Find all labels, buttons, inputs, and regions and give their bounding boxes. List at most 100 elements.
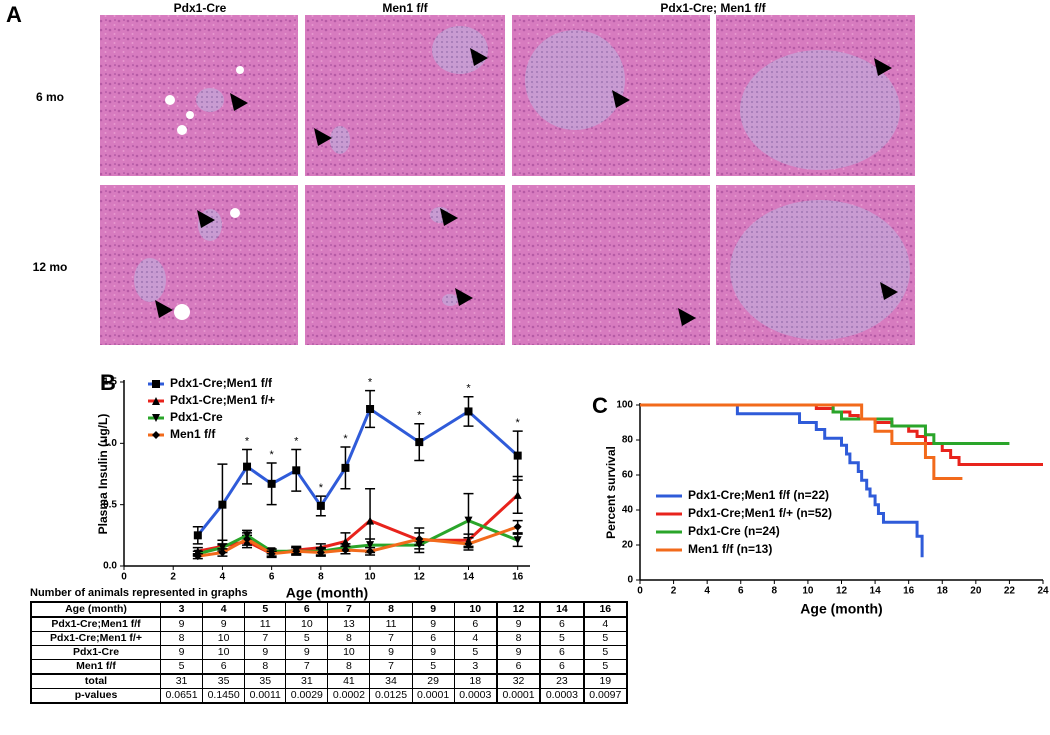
table-cell: p-values bbox=[30, 688, 161, 704]
table-cell: 11 bbox=[244, 616, 287, 632]
lumen bbox=[186, 111, 194, 119]
significance-mark: * bbox=[319, 482, 324, 494]
islet bbox=[730, 200, 910, 340]
table-row: p-values 0.0651 0.1450 0.0011 0.0029 0.0002 0.… bbox=[30, 688, 628, 704]
micrograph bbox=[100, 15, 298, 176]
table-cell: 31 bbox=[159, 673, 204, 689]
tissue bbox=[305, 185, 505, 345]
micrograph bbox=[512, 15, 710, 176]
table-cell: 34 bbox=[369, 673, 413, 689]
x-tick-label: 2 bbox=[170, 572, 176, 583]
table-cell: 5 bbox=[244, 601, 287, 618]
micrograph bbox=[512, 185, 710, 345]
x-tick-label: 4 bbox=[704, 586, 710, 597]
column-label: Pdx1-Cre; Men1 f/f bbox=[660, 1, 766, 15]
marker bbox=[513, 522, 522, 531]
table-cell: Men1 f/f bbox=[30, 659, 161, 675]
series-line bbox=[640, 403, 1010, 445]
legend-label: Pdx1-Cre (n=24) bbox=[688, 524, 780, 538]
micrograph bbox=[305, 185, 505, 345]
table-cell: 12 bbox=[495, 601, 541, 618]
table-cell: 8 bbox=[327, 659, 371, 675]
x-axis-label: Age (month) bbox=[286, 585, 368, 601]
marker bbox=[267, 549, 276, 558]
x-tick-label: 6 bbox=[738, 586, 744, 597]
table-cell: 32 bbox=[495, 673, 541, 689]
marker bbox=[415, 438, 424, 447]
table-cell: 4 bbox=[453, 631, 498, 646]
marker bbox=[316, 548, 325, 557]
y-tick-label: 60 bbox=[622, 470, 634, 481]
marker bbox=[366, 547, 375, 556]
marker bbox=[513, 536, 522, 545]
y-tick-label: 100 bbox=[616, 400, 633, 411]
table-cell: 5 bbox=[582, 631, 628, 646]
marker bbox=[152, 431, 160, 439]
marker bbox=[366, 541, 375, 550]
table-cell: 35 bbox=[202, 673, 246, 689]
arrowhead bbox=[197, 210, 215, 228]
table-cell: 13 bbox=[327, 616, 371, 632]
arrowhead bbox=[440, 208, 458, 226]
x-tick-label: 22 bbox=[1004, 586, 1016, 597]
marker bbox=[292, 466, 301, 475]
arrowhead bbox=[230, 93, 248, 111]
table-cell: 3 bbox=[453, 659, 498, 675]
y-tick-label: 40 bbox=[622, 505, 634, 516]
marker bbox=[292, 547, 301, 556]
marker bbox=[152, 397, 160, 405]
x-tick-label: 20 bbox=[970, 586, 982, 597]
marker bbox=[366, 404, 375, 413]
table-cell: 10 bbox=[453, 601, 498, 618]
table-cell: 6 bbox=[202, 659, 246, 675]
micrograph bbox=[100, 185, 298, 345]
x-tick-label: 24 bbox=[1037, 586, 1049, 597]
y-tick-label: 20 bbox=[622, 540, 634, 551]
marker bbox=[218, 500, 227, 509]
table-cell: 9 bbox=[369, 645, 413, 660]
table-cell: 5 bbox=[159, 659, 204, 675]
table-cell: 18 bbox=[453, 673, 498, 689]
lumen bbox=[174, 304, 190, 320]
table-cell: Pdx1-Cre;Men1 f/+ bbox=[30, 631, 161, 646]
y-tick-label: 0.5 bbox=[103, 499, 117, 510]
x-tick-label: 0 bbox=[121, 572, 127, 583]
significance-mark: * bbox=[294, 435, 299, 447]
micrograph bbox=[305, 15, 505, 176]
legend-label: Men1 f/f (n=13) bbox=[688, 542, 772, 556]
marker bbox=[341, 546, 350, 555]
table-cell: 9 bbox=[285, 645, 329, 660]
legend-label: Men1 f/f bbox=[170, 427, 216, 441]
y-tick-label: 0 bbox=[627, 575, 633, 586]
marker bbox=[267, 479, 276, 488]
marker bbox=[513, 490, 522, 499]
table-cell: 0.0125 bbox=[369, 688, 413, 704]
y-tick-label: 80 bbox=[622, 435, 634, 446]
table-row: Men1 f/f 5 6 8 7 8 7 5 3 6 6 5 bbox=[30, 659, 628, 675]
table-cell: 6 bbox=[539, 616, 585, 632]
arrowhead bbox=[612, 90, 630, 108]
series-line bbox=[640, 403, 924, 558]
table-cell: 10 bbox=[285, 616, 329, 632]
table-cell: 5 bbox=[285, 631, 329, 646]
x-tick-label: 12 bbox=[414, 572, 426, 583]
arrowhead bbox=[155, 300, 173, 318]
table-row: Pdx1-Cre;Men1 f/f 9 9 11 10 13 11 9 6 9 6 4 bbox=[30, 616, 628, 632]
table-cell: 31 bbox=[285, 673, 329, 689]
tissue bbox=[100, 185, 298, 345]
column-label: Men1 f/f bbox=[382, 1, 428, 15]
y-tick-label: 0.0 bbox=[103, 561, 117, 572]
arrowhead bbox=[678, 308, 696, 326]
table-cell: 10 bbox=[327, 645, 371, 660]
series-line bbox=[640, 403, 963, 480]
y-axis-label: Plasma Insulin (ug/L) bbox=[96, 414, 110, 535]
significance-mark: * bbox=[516, 417, 521, 429]
marker bbox=[218, 548, 227, 557]
y-axis-label: Percent survival bbox=[604, 446, 618, 539]
islet bbox=[134, 258, 166, 302]
table-row: total 31 35 35 31 41 34 29 18 32 23 19 bbox=[30, 673, 628, 689]
marker bbox=[464, 539, 473, 548]
significance-mark: * bbox=[466, 383, 471, 395]
table-cell: total bbox=[30, 673, 161, 689]
